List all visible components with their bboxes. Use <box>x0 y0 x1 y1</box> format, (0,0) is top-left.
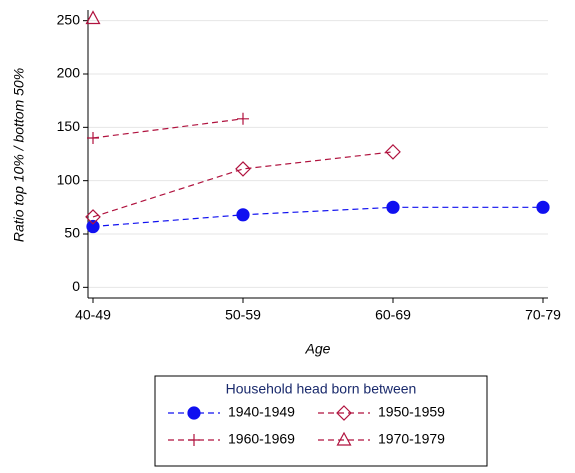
data-point <box>236 208 250 222</box>
y-tick-label: 0 <box>72 278 80 294</box>
x-tick-label: 50-59 <box>225 307 261 323</box>
data-point <box>86 219 100 234</box>
series-line <box>92 151 394 218</box>
data-point <box>235 161 251 177</box>
data-point <box>386 200 400 214</box>
data-point <box>237 112 249 125</box>
legend-box <box>154 375 488 467</box>
legend-marker <box>187 406 201 420</box>
data-point <box>385 144 401 160</box>
x-tick-label: 70-79 <box>525 307 561 323</box>
data-point <box>536 200 550 214</box>
legend-marker <box>336 405 352 421</box>
legend-label: 1960-1969 <box>228 431 295 447</box>
legend-marker <box>336 431 352 446</box>
y-tick-label: 200 <box>57 65 81 81</box>
y-tick-label: 100 <box>57 171 81 187</box>
data-point <box>87 132 99 144</box>
y-tick-label: 50 <box>64 225 80 241</box>
legend-title: Household head born between <box>226 381 417 397</box>
x-axis-label: Age <box>305 341 331 357</box>
data-point <box>85 209 101 225</box>
series-line <box>92 118 244 139</box>
data-point <box>85 10 101 25</box>
legend-label: 1970-1979 <box>378 431 445 447</box>
y-axis-label: Ratio top 10% / bottom 50% <box>11 68 27 242</box>
legend-marker <box>188 434 200 446</box>
y-tick-label: 150 <box>57 118 81 134</box>
x-tick-label: 40-49 <box>75 307 111 323</box>
legend-label: 1950-1959 <box>378 404 445 420</box>
x-tick-label: 60-69 <box>375 307 411 323</box>
legend-label: 1940-1949 <box>228 404 295 420</box>
series-line <box>92 206 543 228</box>
y-tick-label: 250 <box>57 11 81 27</box>
